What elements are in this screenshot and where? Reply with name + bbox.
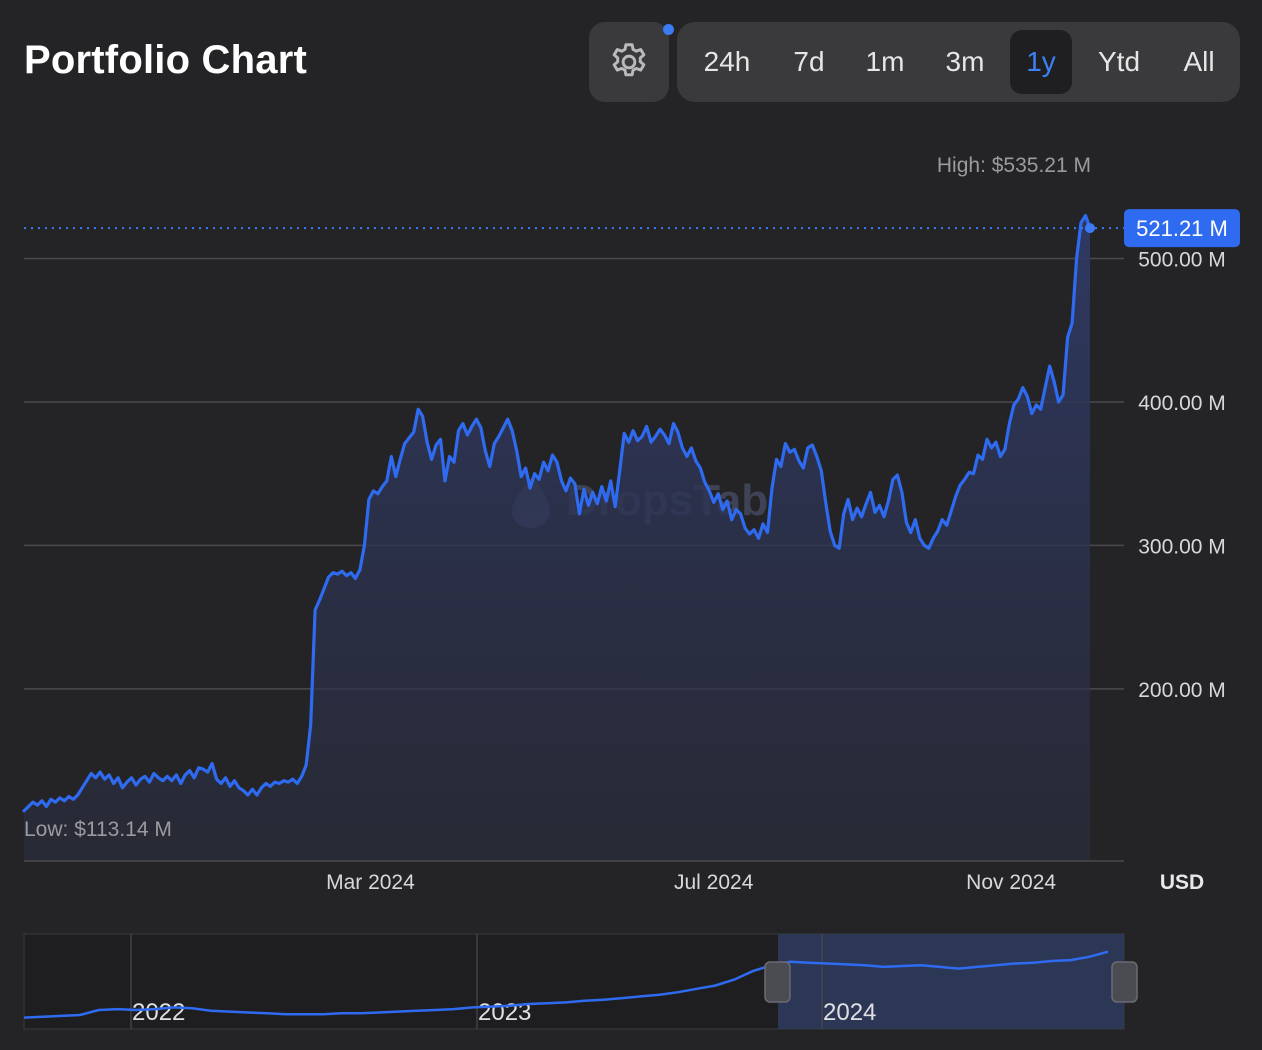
y-tick-label: 400.00 M	[1138, 392, 1226, 415]
navigator-year-label: 2024	[823, 999, 876, 1026]
y-tick-label: 500.00 M	[1138, 249, 1226, 272]
current-price-dot	[1085, 223, 1095, 234]
range-1m-button[interactable]: 1m	[865, 46, 905, 77]
current-price-label: 521.21 M	[1136, 216, 1228, 241]
navigator-selection[interactable]	[778, 934, 1124, 1029]
y-axis: 200.00 M 300.00 M 400.00 M 500.00 M	[1138, 249, 1226, 702]
x-tick-label: Nov 2024	[966, 871, 1056, 894]
price-series-line	[22, 213, 1092, 813]
range-3m-button[interactable]: 3m	[945, 46, 985, 77]
settings-button[interactable]	[589, 22, 669, 102]
current-price-badge: 521.21 M	[1124, 209, 1240, 248]
low-label: Low: $113.14 M	[24, 818, 172, 841]
time-range-selector: 24h 7d 1m 3m 1y Ytd All	[677, 22, 1240, 102]
currency-label: USD	[1160, 871, 1204, 894]
y-tick-label: 200.00 M	[1138, 679, 1226, 702]
x-axis: Mar 2024 Jul 2024 Nov 2024	[326, 871, 1056, 894]
gear-icon	[612, 43, 646, 77]
high-label: High: $535.21 M	[937, 154, 1091, 177]
range-1y-button[interactable]: 1y	[1010, 30, 1072, 94]
navigator-series-line	[23, 950, 1109, 1019]
y-tick-label: 300.00 M	[1138, 535, 1226, 558]
navigator-year-label: 2022	[132, 999, 185, 1026]
price-area-fill	[24, 215, 1090, 861]
navigator-left-handle[interactable]	[764, 961, 791, 1003]
range-ytd-button[interactable]: Ytd	[1097, 46, 1141, 77]
range-navigator[interactable]: 2022 2023 2024	[23, 933, 1138, 1030]
range-7d-button[interactable]: 7d	[793, 46, 825, 77]
settings-notification-dot	[663, 24, 674, 35]
range-24h-button[interactable]: 24h	[703, 46, 751, 77]
range-all-button[interactable]: All	[1183, 46, 1215, 77]
x-tick-label: Mar 2024	[326, 871, 415, 894]
current-price-badge-bg	[1124, 209, 1240, 248]
page-title: Portfolio Chart	[24, 38, 307, 82]
navigator-right-handle[interactable]	[1111, 961, 1138, 1003]
x-tick-label: Jul 2024	[674, 871, 754, 894]
navigator-year-label: 2023	[478, 999, 531, 1026]
